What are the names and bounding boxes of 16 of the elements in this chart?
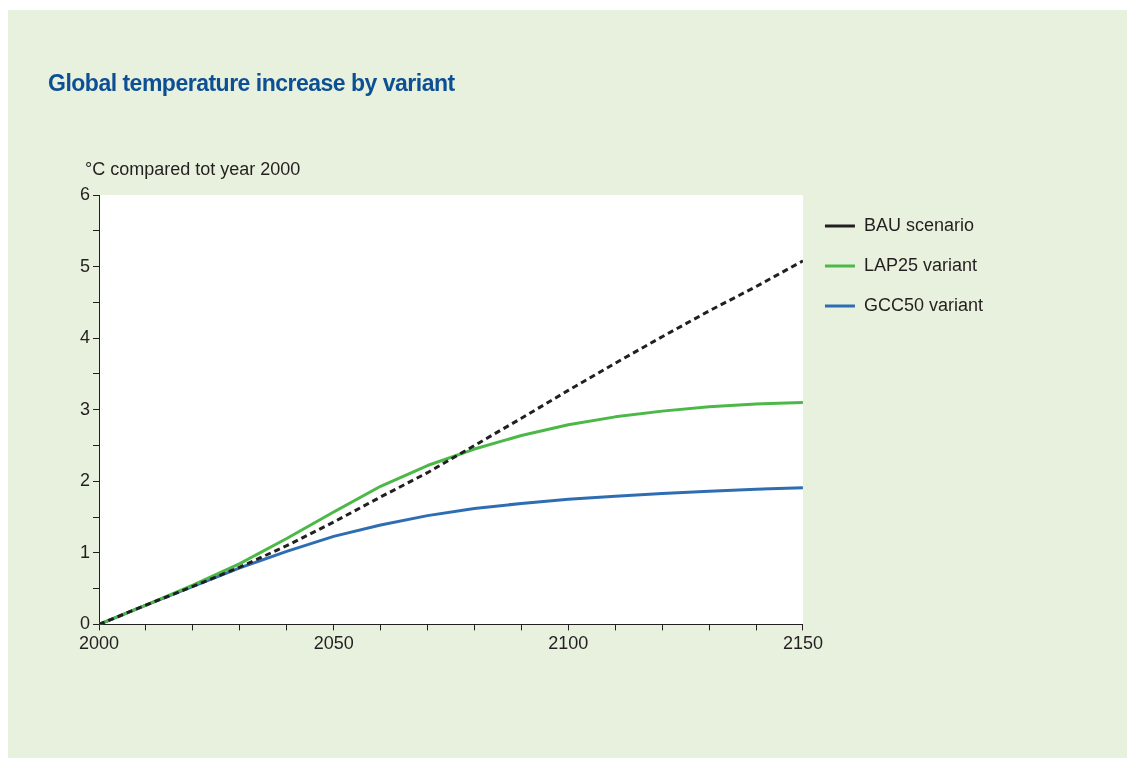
x-tick-label: 2100	[548, 633, 589, 654]
y-tick-label: 1	[80, 541, 91, 562]
x-tick-label: 2150	[782, 633, 823, 654]
legend-label: LAP25 variant	[863, 254, 978, 275]
y-tick-label: 3	[80, 398, 91, 419]
y-tick-label: 4	[80, 327, 91, 348]
chart-title: Global temperature increase by variant	[48, 70, 455, 97]
y-tick-label: 5	[80, 255, 91, 276]
y-tick-label: 2	[80, 470, 91, 491]
y-axis-title: °C compared tot year 2000	[85, 158, 301, 179]
y-tick-label: 0	[80, 613, 91, 634]
x-tick-label: 2000	[78, 633, 120, 654]
x-tick-label: 2050	[313, 633, 354, 654]
legend-label: BAU scenario	[863, 214, 975, 235]
legend-label: GCC50 variant	[863, 294, 984, 315]
y-tick-label: 6	[80, 183, 91, 204]
